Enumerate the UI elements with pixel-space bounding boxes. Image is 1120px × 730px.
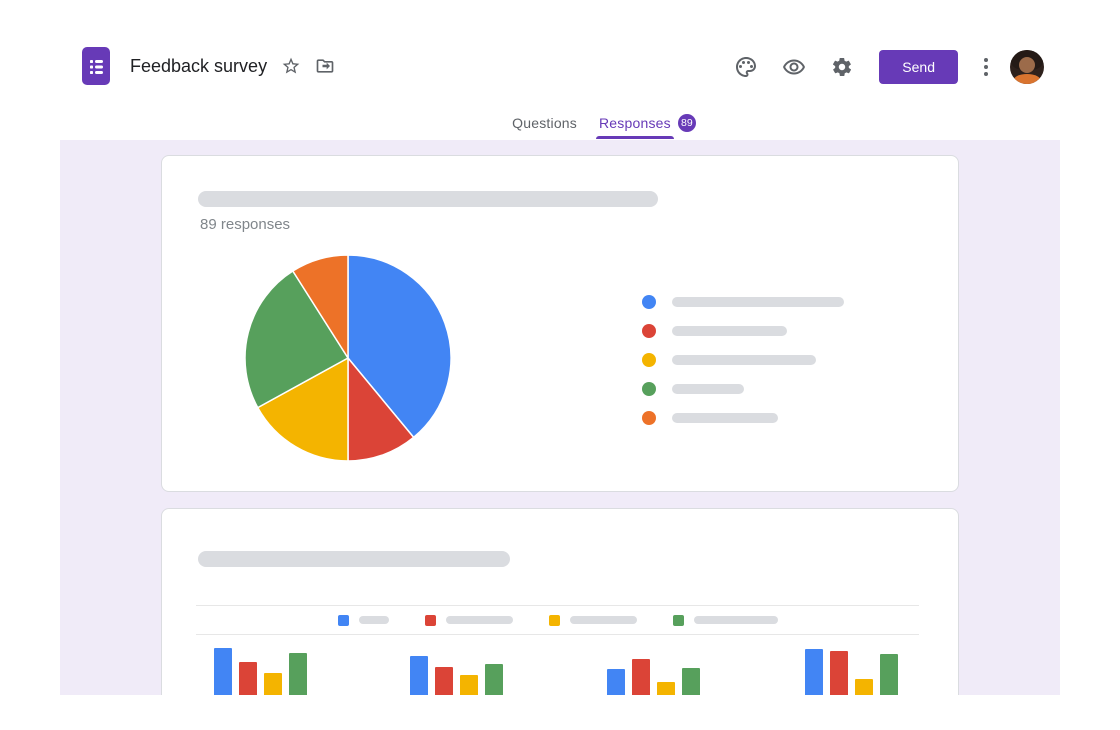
forms-logo-icon[interactable] [82, 47, 110, 85]
document-title[interactable]: Feedback survey [130, 55, 268, 76]
responses-summary-card: 89 responses [161, 155, 959, 492]
bar [410, 656, 428, 695]
legend-label-placeholder [693, 616, 778, 624]
legend-swatch [642, 382, 656, 396]
question-title-placeholder [198, 551, 510, 567]
legend-item [642, 382, 844, 396]
bar [632, 659, 650, 695]
legend-swatch [424, 614, 436, 626]
legend-label-placeholder [672, 297, 844, 307]
legend-swatch [548, 614, 560, 626]
bar [485, 664, 503, 695]
tab-questions[interactable]: Questions [512, 106, 577, 140]
move-folder-icon[interactable] [315, 56, 335, 76]
legend-item [424, 614, 513, 626]
user-avatar[interactable] [1010, 50, 1044, 84]
responses-count-label: 89 responses [200, 216, 291, 233]
bar [264, 673, 282, 695]
app-header: Feedback survey Send [0, 0, 1120, 104]
preview-icon[interactable] [781, 54, 807, 80]
send-button[interactable]: Send [879, 50, 958, 84]
pie-chart [244, 254, 452, 462]
legend-label-placeholder [672, 413, 778, 423]
bar [657, 682, 675, 695]
bar [460, 675, 478, 695]
legend-label-placeholder [672, 326, 787, 336]
legend-item [642, 353, 844, 367]
legend-item [642, 411, 844, 425]
tab-responses[interactable]: Responses 89 [596, 106, 696, 140]
legend-swatch [337, 614, 349, 626]
legend-swatch [642, 353, 656, 367]
content-area: 89 responses [60, 140, 1060, 695]
bar [435, 667, 453, 695]
legend-item [672, 614, 778, 626]
bar [289, 653, 307, 695]
bar-chart-card [161, 508, 959, 695]
question-title-placeholder [198, 191, 658, 207]
bar [682, 668, 700, 695]
pie-slice [347, 357, 415, 462]
header-right-group: Send [733, 50, 1044, 84]
header-left-group: Feedback survey [82, 47, 335, 85]
pie-slice [347, 254, 452, 439]
legend-swatch [672, 614, 684, 626]
pie-chart-wrap [243, 253, 453, 463]
bar [607, 669, 625, 695]
legend-item [642, 324, 844, 338]
legend-swatch [642, 411, 656, 425]
tab-questions-label: Questions [512, 115, 577, 131]
pie-legend [642, 295, 844, 425]
customize-theme-icon[interactable] [733, 54, 759, 80]
legend-label-placeholder [445, 616, 513, 624]
tab-bar: Questions Responses 89 [0, 106, 1120, 140]
responses-count-badge: 89 [677, 114, 696, 132]
bar-chart [162, 509, 958, 695]
more-options-icon[interactable] [980, 54, 992, 80]
bar [880, 654, 898, 695]
tab-responses-label: Responses [596, 115, 674, 139]
pie-slice [292, 254, 349, 359]
legend-label-placeholder [672, 384, 744, 394]
pie-slice [244, 270, 349, 409]
legend-swatch [642, 324, 656, 338]
legend-label-placeholder [358, 616, 389, 624]
legend-label-placeholder [672, 355, 816, 365]
legend-label-placeholder [569, 616, 637, 624]
legend-swatch [642, 295, 656, 309]
bar [830, 651, 848, 695]
chart-gridline-top [196, 605, 919, 606]
legend-item [642, 295, 844, 309]
legend-item [548, 614, 637, 626]
bar [239, 662, 257, 695]
bar [805, 649, 823, 695]
settings-icon[interactable] [829, 54, 855, 80]
chart-gridline-bottom [196, 634, 919, 635]
bar [855, 679, 873, 695]
star-icon[interactable] [281, 56, 301, 76]
bar [214, 648, 232, 695]
pie-slice [256, 357, 349, 462]
legend-item [337, 614, 389, 626]
bar-chart-legend [196, 612, 919, 628]
